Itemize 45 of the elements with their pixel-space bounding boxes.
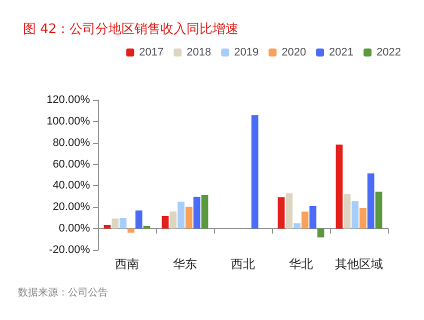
x-tick-label: 西北	[231, 257, 255, 271]
y-tick-label: 60.00%	[52, 158, 90, 170]
legend-label: 2019	[234, 46, 259, 58]
bar	[251, 115, 258, 229]
y-tick-label: 20.00%	[52, 201, 90, 214]
y-tick-label: -20.00%	[49, 244, 90, 256]
x-tick-label: 西南	[115, 257, 139, 271]
legend-label: 2020	[282, 46, 306, 58]
y-tick-label: 100.00%	[46, 115, 90, 128]
x-tick-label: 华北	[289, 257, 313, 271]
legend-label: 2017	[139, 46, 164, 58]
bar	[112, 218, 119, 229]
bar	[162, 216, 169, 229]
bar	[352, 201, 358, 229]
bar	[317, 228, 324, 238]
y-tick-label: 120.00%	[46, 94, 90, 106]
chart-title: 图 42：公司分地区销售收入同比增速	[23, 22, 239, 37]
bar	[278, 197, 285, 229]
bar	[294, 223, 300, 229]
bar	[120, 218, 126, 229]
bar	[336, 144, 343, 229]
legend-label: 2021	[329, 46, 354, 58]
source-note: 数据来源：公司公告	[18, 286, 108, 298]
bar	[302, 212, 308, 229]
bar	[360, 208, 366, 229]
bar	[201, 195, 208, 229]
bar	[135, 210, 142, 229]
bar	[286, 193, 293, 229]
legend-label: 2022	[376, 46, 402, 58]
bar	[367, 173, 374, 229]
bar	[186, 206, 192, 229]
bar	[104, 224, 111, 229]
bar	[344, 194, 351, 229]
y-tick-label: 40.00%	[52, 180, 90, 192]
y-tick-label: 80.00%	[52, 136, 90, 149]
bar	[375, 192, 382, 229]
y-tick-label: 0.00%	[58, 222, 90, 235]
bar	[170, 211, 177, 229]
x-tick-label: 其他区域	[335, 257, 383, 271]
bar	[178, 202, 184, 229]
bar	[193, 196, 200, 229]
legend-label: 2018	[186, 46, 212, 58]
x-tick-label: 华东	[173, 257, 197, 271]
bar	[309, 206, 316, 229]
bar	[128, 228, 134, 233]
